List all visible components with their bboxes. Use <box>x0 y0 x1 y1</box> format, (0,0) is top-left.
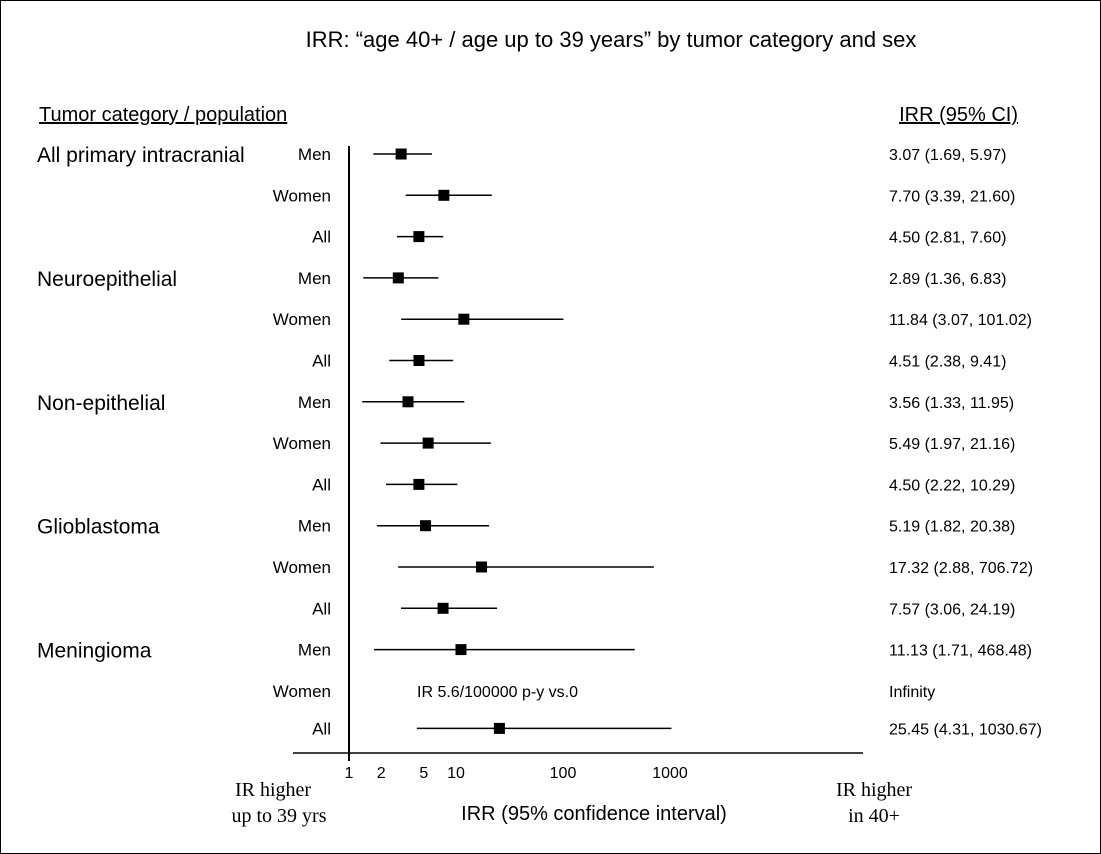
irr-value-label: 11.13 (1.71, 468.48) <box>889 643 1032 660</box>
x-tick-label: 1 <box>345 765 354 782</box>
population-label: Men <box>298 145 331 164</box>
point-estimate-marker <box>413 231 425 243</box>
irr-value-label: 11.84 (3.07, 101.02) <box>889 312 1032 329</box>
x-tick-label: 5 <box>419 765 428 782</box>
forest-rows: All primary intracranial Men 3.07 (1.69, 5… <box>37 144 1042 738</box>
x-tick-label: 1000 <box>652 765 688 782</box>
irr-value-label: 4.51 (2.38, 9.41) <box>889 354 1006 371</box>
x-tick-label: 100 <box>550 765 577 782</box>
population-label: All <box>312 228 331 247</box>
irr-value-label: 3.07 (1.69, 5.97) <box>889 147 1006 164</box>
irr-value-label: 25.45 (4.31, 1030.67) <box>889 721 1042 738</box>
population-label: All <box>312 475 331 494</box>
irr-value-label: 5.19 (1.82, 20.38) <box>889 519 1015 536</box>
irr-value-label: 2.89 (1.36, 6.83) <box>889 271 1006 288</box>
population-label: Women <box>273 558 331 577</box>
x-tick-label: 10 <box>447 765 465 782</box>
point-estimate-marker <box>422 437 434 449</box>
population-label: All <box>312 719 331 738</box>
irr-value-label: 4.50 (2.81, 7.60) <box>889 230 1006 247</box>
right-axis-note-line2: in 40+ <box>848 805 900 827</box>
row-note: IR 5.6/100000 p-y vs.0 <box>417 684 578 701</box>
population-label: Women <box>273 186 331 205</box>
chart-title: IRR: “age 40+ / age up to 39 years” by t… <box>306 27 917 52</box>
population-label: All <box>312 599 331 618</box>
x-axis-label: IRR (95% confidence interval) <box>461 803 727 825</box>
population-label: Men <box>298 393 331 412</box>
point-estimate-marker <box>458 313 470 325</box>
point-estimate-marker <box>420 520 432 532</box>
left-axis-note-line1: IR higher <box>235 779 311 801</box>
point-estimate-marker <box>455 644 467 656</box>
category-label: Non-epithelial <box>37 392 165 415</box>
irr-value-label: 4.50 (2.22, 10.29) <box>889 477 1015 494</box>
category-label: Glioblastoma <box>37 516 160 539</box>
category-label: All primary intracranial <box>37 144 245 167</box>
x-tick-label: 2 <box>377 765 386 782</box>
population-label: Women <box>273 310 331 329</box>
category-label: Meningioma <box>37 640 152 663</box>
point-estimate-marker <box>413 478 425 490</box>
population-label: Women <box>273 434 331 453</box>
irr-value-label: 5.49 (1.97, 21.16) <box>889 436 1015 453</box>
population-label: Men <box>298 269 331 288</box>
irr-value-label: 7.70 (3.39, 21.60) <box>889 188 1015 205</box>
left-column-header: Tumor category / population <box>39 104 287 126</box>
irr-value-label: 3.56 (1.33, 11.95) <box>889 395 1014 412</box>
point-estimate-marker <box>438 189 450 201</box>
population-label: All <box>312 352 331 371</box>
population-label: Men <box>298 517 331 536</box>
irr-value-label: Infinity <box>889 684 935 701</box>
point-estimate-marker <box>392 272 404 284</box>
right-column-header: IRR (95% CI) <box>899 104 1018 126</box>
x-axis-ticks: 1 2 5 10 100 1000 <box>345 765 688 782</box>
population-label: Women <box>273 682 331 701</box>
left-axis-note-line2: up to 39 yrs <box>232 805 327 827</box>
point-estimate-marker <box>402 396 414 408</box>
irr-value-label: 17.32 (2.88, 706.72) <box>889 560 1033 577</box>
population-label: Men <box>298 641 331 660</box>
point-estimate-marker <box>395 148 407 160</box>
category-label: Neuroepithelial <box>37 268 177 291</box>
point-estimate-marker <box>493 722 505 734</box>
right-axis-note-line1: IR higher <box>836 779 912 801</box>
point-estimate-marker <box>413 355 425 366</box>
point-estimate-marker <box>476 561 488 573</box>
irr-value-label: 7.57 (3.06, 24.19) <box>889 601 1015 618</box>
point-estimate-marker <box>437 602 449 614</box>
